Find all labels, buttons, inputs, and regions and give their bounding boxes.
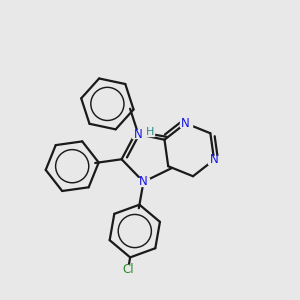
Bar bbox=[120, 265, 136, 273]
Bar bbox=[208, 156, 220, 164]
Bar bbox=[180, 119, 191, 128]
Text: N: N bbox=[134, 128, 143, 141]
Text: Cl: Cl bbox=[122, 263, 134, 276]
Bar bbox=[132, 130, 144, 138]
Bar bbox=[137, 178, 149, 186]
Bar bbox=[145, 128, 154, 136]
Text: N: N bbox=[139, 176, 148, 188]
Text: N: N bbox=[210, 153, 218, 166]
Text: N: N bbox=[181, 117, 190, 130]
Text: H: H bbox=[146, 127, 154, 137]
